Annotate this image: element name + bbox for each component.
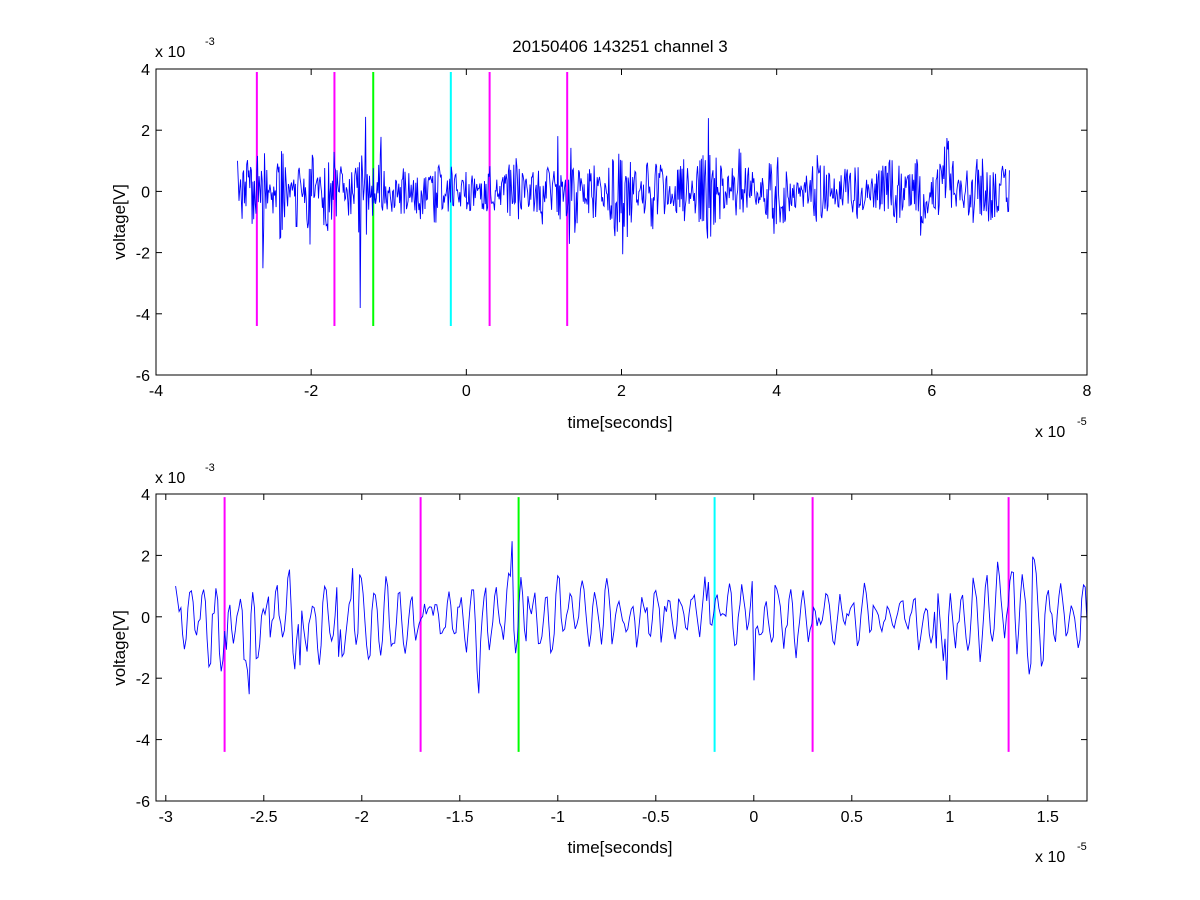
x-tick-label: 0 <box>749 809 758 826</box>
y-tick-label: -6 <box>136 368 150 385</box>
x-tick-label: 0.5 <box>841 809 863 826</box>
x-tick-label: -2 <box>304 383 318 400</box>
x-multiplier-base-top: x 10 <box>1035 424 1065 441</box>
x-axis-label-top: time[seconds] <box>568 413 673 432</box>
x-tick-label: -1 <box>551 809 565 826</box>
y-multiplier-exp-bottom: -3 <box>205 462 215 474</box>
x-multiplier-top: x 10 -5 <box>1035 416 1087 441</box>
x-multiplier-exp-bottom: -5 <box>1077 841 1087 853</box>
y-tick-label: 2 <box>141 123 150 140</box>
x-tick-label: 6 <box>927 383 936 400</box>
series-layer-bottom <box>175 541 1088 695</box>
y-multiplier-top: x 10 -3 <box>155 36 215 61</box>
voltage-trace-line <box>237 116 1010 309</box>
y-tick-label: -2 <box>136 671 150 688</box>
x-tick-label: 2 <box>617 383 626 400</box>
y-tick-label: 2 <box>141 548 150 565</box>
y-tick-label: -4 <box>136 307 150 324</box>
series-layer-top <box>237 116 1010 309</box>
voltage-trace-line <box>175 541 1088 695</box>
y-tick-label: 4 <box>141 62 150 79</box>
y-tick-label: 0 <box>141 610 150 627</box>
x-tick-label: 4 <box>772 383 781 400</box>
event-markers-bottom <box>223 497 1010 752</box>
y-multiplier-bottom: x 10 -3 <box>155 462 215 487</box>
x-tick-label: -2 <box>355 809 369 826</box>
y-tick-label: 4 <box>141 487 150 504</box>
x-tick-label: -1.5 <box>446 809 474 826</box>
subplot-zoomed-trace: -3 -2.5 -2 -1.5 -1 -0.5 0 0.5 1 1.5 -6 -4 -2 0 2 4 time… <box>110 462 1088 866</box>
x-tick-label: -2.5 <box>250 809 278 826</box>
y-tick-label: -6 <box>136 794 150 811</box>
y-multiplier-base-bottom: x 10 <box>155 470 185 487</box>
y-tick-label: 0 <box>141 184 150 201</box>
x-tick-label: 8 <box>1083 383 1092 400</box>
x-multiplier-exp-top: -5 <box>1077 416 1087 428</box>
x-multiplier-bottom: x 10 -5 <box>1035 841 1087 866</box>
y-multiplier-base-top: x 10 <box>155 44 185 61</box>
x-tick-label: 0 <box>462 383 471 400</box>
x-multiplier-base-bottom: x 10 <box>1035 849 1065 866</box>
y-tick-label: -4 <box>136 733 150 750</box>
y-axis-label-bottom: voltage[V] <box>110 610 129 686</box>
x-tick-label: -4 <box>149 383 163 400</box>
y-multiplier-exp-top: -3 <box>205 36 215 48</box>
chart-title: 20150406 143251 channel 3 <box>512 37 728 56</box>
x-tick-label: -3 <box>159 809 173 826</box>
x-tick-label: -0.5 <box>642 809 670 826</box>
x-tick-label: 1.5 <box>1037 809 1059 826</box>
y-tick-label: -2 <box>136 246 150 263</box>
x-axis-label-bottom: time[seconds] <box>568 838 673 857</box>
y-axis-label-top: voltage[V] <box>110 184 129 260</box>
ticks-bottom: -3 -2.5 -2 -1.5 -1 -0.5 0 0.5 1 1.5 -6 -4 -2 0 2 4 <box>136 487 1087 826</box>
x-tick-label: 1 <box>945 809 954 826</box>
axes-box-bottom <box>155 493 1088 802</box>
